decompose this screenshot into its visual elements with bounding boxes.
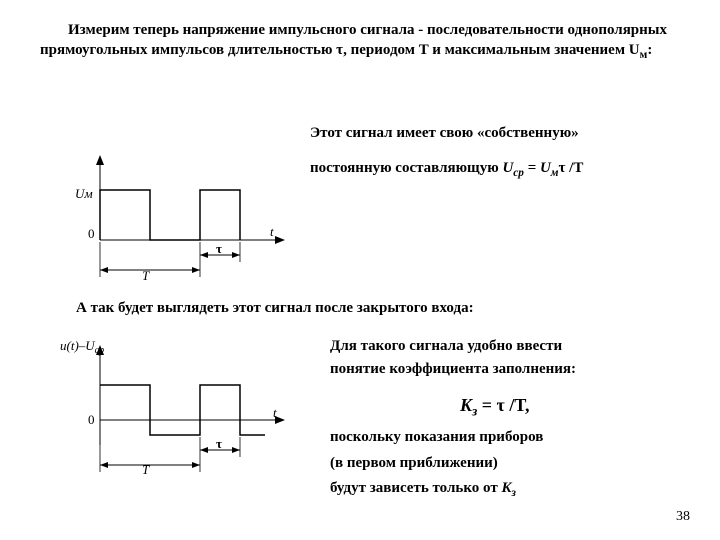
d2-period: T (142, 462, 150, 475)
bipolar-diagram-svg: u(t)–Uср 0 t τ T (60, 335, 300, 475)
duty-cycle-intro: Для такого сигнала удобно ввести понятие… (330, 335, 576, 380)
para3-l2: понятие коэффициента заполнения: (330, 358, 576, 381)
d2-xlabel: t (273, 405, 277, 420)
intro-paragraph: Измерим теперь напряжение импульсного си… (40, 20, 680, 63)
para1-tail: : (647, 42, 652, 58)
d1-zero: 0 (88, 226, 95, 241)
para3-l1: Для такого сигнала удобно ввести (330, 335, 576, 358)
pulse-diagram-svg: Uм 0 t τ T (70, 150, 300, 280)
d1-xlabel: t (270, 224, 274, 239)
para4-l3: будут зависеть только от Kз (330, 476, 543, 503)
d2-tau: τ (216, 436, 222, 451)
d1-period: T (142, 268, 150, 280)
para1-text: Измерим теперь напряжение импульсного си… (40, 22, 667, 58)
after-closed-input-para: А так будет выглядеть этот сигнал после … (40, 300, 680, 317)
dc-component-text: Этот сигнал имеет свою «собственную» пос… (310, 120, 583, 183)
para4-l2: (в первом приближении) (330, 451, 543, 477)
dc-line2: постоянную составляющую Uср = Uмτ /T (310, 155, 583, 183)
d1-tau: τ (216, 241, 222, 256)
para4-l1: поскольку показания приборов (330, 425, 543, 451)
kz-formula: Kз = τ /T, (460, 395, 530, 420)
d1-ylabel: Uм (75, 186, 93, 201)
dc-line1: Этот сигнал имеет свою «собственную» (310, 120, 583, 147)
diagram-bipolar-pulses: u(t)–Uср 0 t τ T (60, 335, 300, 480)
d2-zero: 0 (88, 412, 95, 427)
conclusion-para: поскольку показания приборов (в первом п… (330, 425, 543, 503)
diagram-unipolar-pulses: Uм 0 t τ T (70, 150, 300, 285)
d2-ylabel: u(t)–Uср (60, 338, 104, 356)
page-number: 38 (676, 509, 690, 525)
